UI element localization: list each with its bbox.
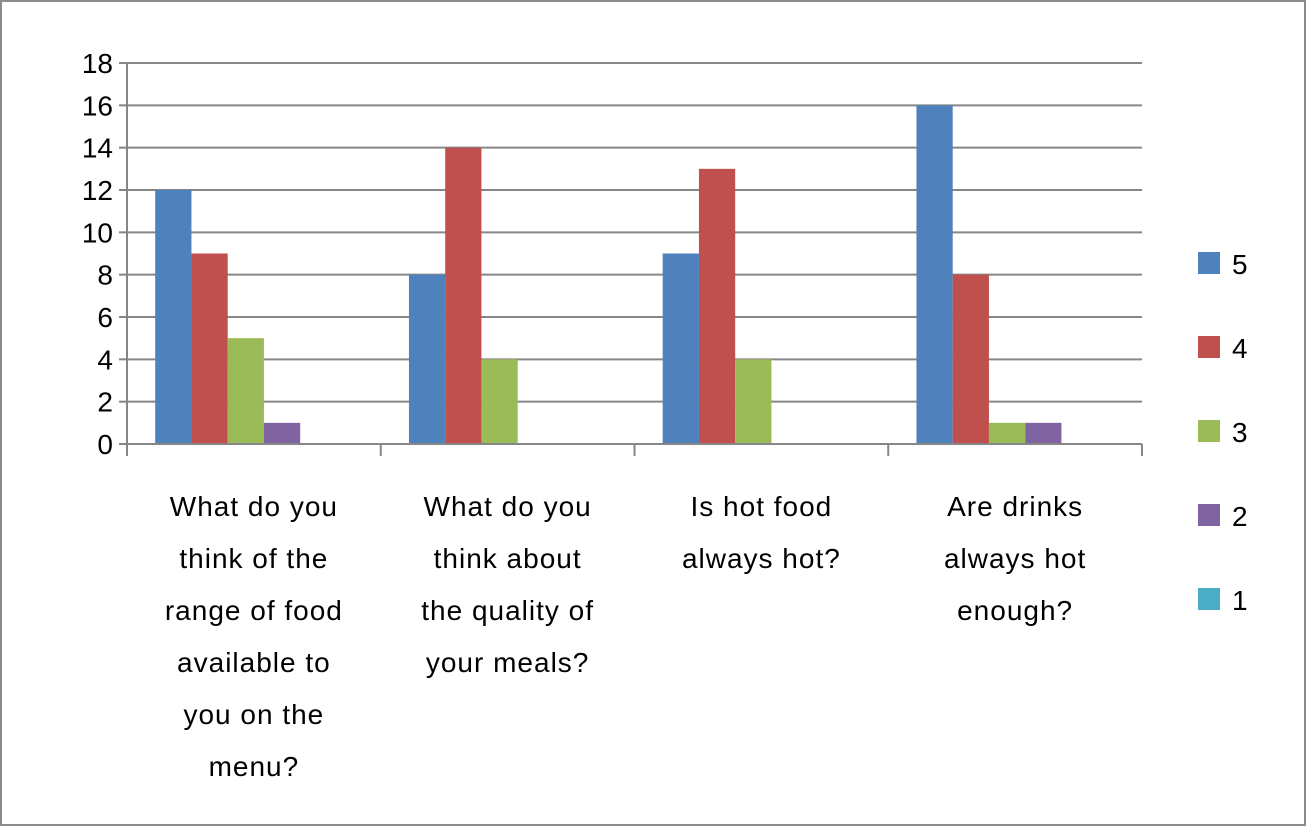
bar-series-5 — [155, 190, 192, 444]
x-category-label-line: Is hot food — [690, 491, 832, 522]
y-tick-label: 2 — [97, 387, 113, 418]
x-category-label-line: menu? — [209, 751, 300, 782]
bar-series-4 — [445, 147, 482, 444]
x-category-label: What do you think of the range of food avai… — [165, 491, 343, 782]
bar-series-2 — [1025, 422, 1062, 444]
y-tick-label: 8 — [97, 260, 113, 291]
x-category-label-line: always hot? — [682, 543, 841, 574]
x-category-label-line: your meals? — [426, 647, 590, 678]
y-tick-labels: 0 2 4 6 8 10 12 14 16 18 — [82, 48, 113, 460]
x-category-label-line: available to — [177, 647, 331, 678]
x-category-label-line: range of food — [165, 595, 343, 626]
legend-label-5: 5 — [1232, 249, 1248, 280]
bar-series-4 — [952, 274, 989, 444]
axes — [119, 62, 1143, 456]
x-category-label-line: What do you — [170, 491, 338, 522]
bar-series-4 — [698, 168, 736, 445]
gridlines — [127, 62, 1142, 403]
x-category-label: What do you think about the quality of your… — [421, 491, 594, 678]
x-category-label-line: think of the — [179, 543, 328, 574]
y-tick-label: 10 — [82, 217, 113, 248]
legend-swatch-3 — [1198, 420, 1220, 442]
x-category-label-line: think about — [434, 543, 582, 574]
bar-series-3 — [988, 422, 1026, 444]
category-labels: What do you think of the range of food avai… — [165, 491, 1086, 782]
bar-series-5 — [662, 253, 699, 444]
legend-label-2: 2 — [1232, 501, 1248, 532]
x-category-label: Is hot food always hot? — [682, 491, 841, 574]
x-category-label-line: enough? — [957, 595, 1073, 626]
y-tick-label: 16 — [82, 90, 113, 121]
legend-swatch-5 — [1198, 252, 1220, 274]
legend-swatch-1 — [1198, 588, 1220, 610]
bar-series-3 — [735, 359, 772, 444]
legend: 5 4 3 2 1 — [1198, 249, 1248, 616]
legend-label-4: 4 — [1232, 333, 1248, 364]
x-category-label: Are drinks always hot enough? — [944, 491, 1086, 626]
bar-series-2 — [263, 422, 301, 444]
bar-series-3 — [227, 338, 264, 444]
x-category-label-line: you on the — [183, 699, 324, 730]
legend-swatch-4 — [1198, 336, 1220, 358]
bar-series-5 — [408, 274, 446, 444]
y-tick-label: 4 — [97, 344, 113, 375]
x-category-label-line: Are drinks — [947, 491, 1083, 522]
bars — [155, 105, 1062, 445]
y-tick-label: 14 — [82, 133, 113, 164]
bar-series-5 — [916, 105, 953, 444]
x-category-label-line: the quality of — [421, 595, 594, 626]
y-tick-label: 18 — [82, 48, 113, 79]
y-tick-label: 0 — [97, 429, 113, 460]
bar-series-4 — [191, 253, 228, 444]
y-tick-label: 6 — [97, 302, 113, 333]
legend-label-1: 1 — [1232, 585, 1248, 616]
legend-swatch-2 — [1198, 504, 1220, 526]
y-tick-label: 12 — [82, 175, 113, 206]
x-category-label-line: What do you — [424, 491, 592, 522]
bar-series-3 — [481, 359, 518, 444]
x-category-label-line: always hot — [944, 543, 1086, 574]
legend-label-3: 3 — [1232, 417, 1248, 448]
